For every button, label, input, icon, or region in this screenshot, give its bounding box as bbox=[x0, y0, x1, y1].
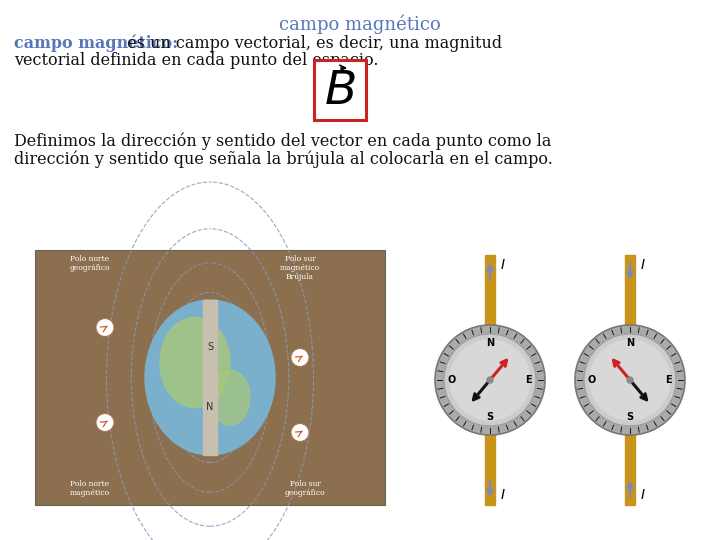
Text: es un campo vectorial, es decir, una magnitud: es un campo vectorial, es decir, una mag… bbox=[122, 35, 502, 52]
Circle shape bbox=[487, 377, 493, 383]
Circle shape bbox=[450, 340, 530, 420]
Text: S: S bbox=[626, 412, 634, 422]
Ellipse shape bbox=[145, 300, 275, 455]
Bar bbox=[625, 255, 635, 505]
Text: campo magnético:: campo magnético: bbox=[14, 35, 178, 52]
Ellipse shape bbox=[210, 370, 250, 425]
Bar bbox=[35, 250, 385, 505]
Text: N: N bbox=[626, 338, 634, 348]
Text: N: N bbox=[486, 338, 494, 348]
Circle shape bbox=[435, 325, 545, 435]
Text: O: O bbox=[448, 375, 456, 385]
Circle shape bbox=[96, 319, 114, 336]
Text: Polo sur
magnético
Brújula: Polo sur magnético Brújula bbox=[280, 255, 320, 281]
Circle shape bbox=[96, 414, 114, 431]
Text: Polo norte
geográfico: Polo norte geográfico bbox=[70, 255, 110, 272]
Bar bbox=[314, 60, 366, 120]
Text: campo magnético: campo magnético bbox=[279, 14, 441, 33]
Circle shape bbox=[590, 340, 670, 420]
Circle shape bbox=[575, 325, 685, 435]
Circle shape bbox=[627, 377, 633, 383]
Text: $I$: $I$ bbox=[640, 488, 646, 502]
Text: $B$: $B$ bbox=[324, 70, 356, 114]
Bar bbox=[203, 300, 217, 455]
Text: E: E bbox=[665, 375, 672, 385]
Text: dirección y sentido que señala la brújula al colocarla en el campo.: dirección y sentido que señala la brújul… bbox=[14, 150, 553, 167]
Text: Polo norte
magnético: Polo norte magnético bbox=[70, 480, 110, 497]
Text: $I$: $I$ bbox=[500, 488, 505, 502]
Circle shape bbox=[444, 334, 536, 426]
Text: S: S bbox=[487, 412, 494, 422]
Text: S: S bbox=[207, 342, 213, 353]
Text: vectorial definida en cada punto del espacio.: vectorial definida en cada punto del esp… bbox=[14, 52, 379, 69]
Bar bbox=[485, 255, 495, 505]
Text: $I$: $I$ bbox=[500, 258, 505, 272]
Text: O: O bbox=[588, 375, 596, 385]
Text: N: N bbox=[207, 402, 214, 413]
Circle shape bbox=[291, 423, 309, 442]
Text: Definimos la dirección y sentido del vector en cada punto como la: Definimos la dirección y sentido del vec… bbox=[14, 133, 552, 151]
Text: Polo sur
geográfico: Polo sur geográfico bbox=[284, 480, 325, 497]
Circle shape bbox=[584, 334, 676, 426]
Text: $I$: $I$ bbox=[640, 258, 646, 272]
Text: E: E bbox=[526, 375, 532, 385]
Circle shape bbox=[291, 348, 309, 367]
Ellipse shape bbox=[160, 318, 230, 408]
